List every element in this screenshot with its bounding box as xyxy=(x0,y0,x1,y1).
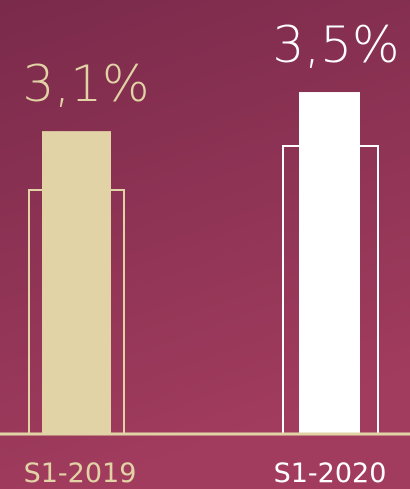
value-label: 3,5% xyxy=(272,16,399,74)
bar xyxy=(299,92,360,435)
category-label: S1-2019 xyxy=(24,458,137,489)
value-label: 3,1% xyxy=(22,55,149,113)
bar xyxy=(42,131,111,434)
category-label: S1-2020 xyxy=(274,458,387,489)
